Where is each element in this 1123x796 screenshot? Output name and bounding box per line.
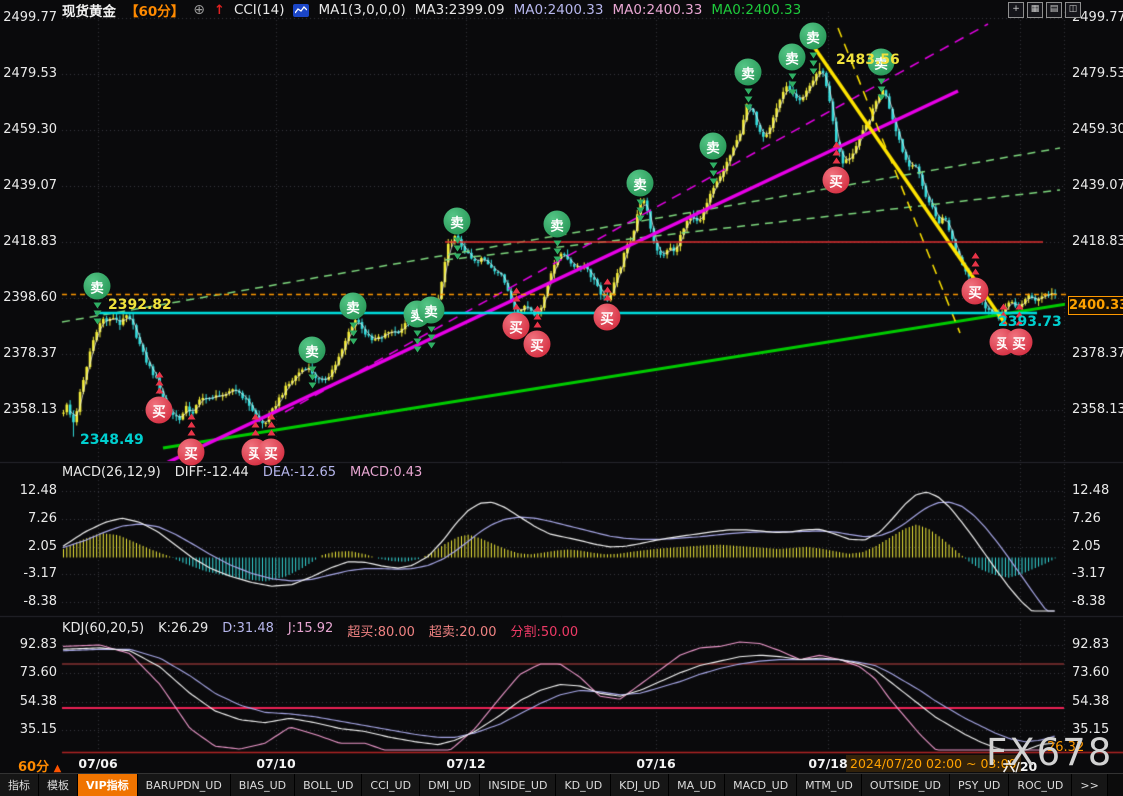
macd-title: MACD(26,12,9) bbox=[62, 465, 161, 480]
tab-BOLL_UD[interactable]: BOLL_UD bbox=[295, 774, 363, 796]
tab-INSIDE_UD[interactable]: INSIDE_UD bbox=[480, 774, 557, 796]
tab-DMI_UD[interactable]: DMI_UD bbox=[420, 774, 481, 796]
panel-rows-icon[interactable]: ▤ bbox=[1046, 2, 1062, 18]
watermark: FX678 bbox=[986, 731, 1114, 774]
panel-split-icon[interactable]: ◫ bbox=[1065, 2, 1081, 18]
tab-MA_UD[interactable]: MA_UD bbox=[669, 774, 726, 796]
chart-header: 现货黄金 【60分】 ⊕ ↑ CCI(14) MA1(3,0,0,0) MA3:… bbox=[0, 0, 1123, 20]
tab-BIAS_UD[interactable]: BIAS_UD bbox=[230, 774, 296, 796]
add-circle-icon[interactable]: ⊕ bbox=[193, 2, 206, 18]
chart-low-label: 2348.49 bbox=[80, 432, 144, 448]
time-tick: 07/06 bbox=[78, 756, 118, 771]
ma0-value-2: MA0:2400.33 bbox=[612, 2, 703, 18]
macd-diff-value: DIFF:-12.44 bbox=[174, 465, 249, 480]
indicator-name: CCI(14) bbox=[233, 2, 285, 18]
chart-type-icon[interactable] bbox=[293, 3, 310, 17]
tab-KDJ_UD[interactable]: KDJ_UD bbox=[611, 774, 670, 796]
symbol-name: 现货黄金 bbox=[62, 4, 116, 20]
kdj-overbought-label: 超买:80.00 bbox=[347, 625, 415, 640]
time-tick: 07/16 bbox=[636, 756, 676, 771]
tab-MACD_UD[interactable]: MACD_UD bbox=[725, 774, 798, 796]
tab-MTM_UD[interactable]: MTM_UD bbox=[797, 774, 862, 796]
tab-BARUPDN_UD[interactable]: BARUPDN_UD bbox=[137, 774, 231, 796]
window-tool-icons: + ▦ ▤ ◫ bbox=[1008, 2, 1081, 18]
kdj-j-value: J:15.92 bbox=[287, 621, 334, 636]
pan-crosshair-icon[interactable]: + bbox=[1008, 2, 1024, 18]
chart-high-label: 2483.56 bbox=[836, 52, 900, 68]
tab-OUTSIDE_UD[interactable]: OUTSIDE_UD bbox=[861, 774, 951, 796]
tab-more-button[interactable]: >> bbox=[1072, 774, 1108, 796]
resistance-price-label: 2392.82 bbox=[108, 297, 172, 313]
period-selector[interactable]: 【60分】 bbox=[125, 4, 185, 20]
ma0-value-1: MA0:2400.33 bbox=[513, 2, 604, 18]
time-tick: 07/12 bbox=[446, 756, 486, 771]
tab-指标[interactable]: 指标 bbox=[0, 774, 39, 796]
kdj-title: KDJ(60,20,5) bbox=[62, 621, 145, 636]
ma3-value: MA3:2399.09 bbox=[414, 2, 505, 18]
kdj-oversold-label: 超卖:20.00 bbox=[428, 625, 497, 640]
period-up-arrow-icon: ▲ bbox=[53, 763, 62, 774]
footer-period-label[interactable]: 60分 ▲ bbox=[18, 760, 62, 775]
panel-grid-icon[interactable]: ▦ bbox=[1027, 2, 1043, 18]
time-tick: 六/20 bbox=[1002, 759, 1038, 774]
tab-CCI_UD[interactable]: CCI_UD bbox=[362, 774, 421, 796]
recent-low-label: 2393.73 bbox=[998, 314, 1062, 330]
kdj-title-row: KDJ(60,20,5) K:26.29 D:31.48 J:15.92 超买:… bbox=[62, 621, 578, 640]
kdj-crosshair-value: 26.32 bbox=[1047, 740, 1085, 755]
current-time-label: 2024/07/20 02:00 ~ 03:00 bbox=[846, 755, 1021, 772]
current-price-box: 2400.33 bbox=[1068, 296, 1123, 315]
kdj-split-label: 分割:50.00 bbox=[510, 625, 579, 640]
tab-PSY_UD[interactable]: PSY_UD bbox=[950, 774, 1010, 796]
red-up-arrow-icon: ↑ bbox=[214, 2, 225, 18]
kdj-d-value: D:31.48 bbox=[222, 621, 274, 636]
indicator-tab-bar: 指标 模板 VIP指标 BARUPDN_UD BIAS_UD BOLL_UD CCI_UD D… bbox=[0, 773, 1123, 796]
tab-模板[interactable]: 模板 bbox=[39, 774, 78, 796]
ma0-value-3: MA0:2400.33 bbox=[711, 2, 802, 18]
kdj-k-value: K:26.29 bbox=[158, 621, 209, 636]
macd-title-row: MACD(26,12,9) DIFF:-12.44 DEA:-12.65 MAC… bbox=[62, 465, 422, 480]
tab-VIP指标[interactable]: VIP指标 bbox=[78, 774, 138, 796]
macd-value: MACD:0.43 bbox=[350, 465, 423, 480]
ma1-settings: MA1(3,0,0,0) bbox=[318, 2, 406, 18]
macd-dea-value: DEA:-12.65 bbox=[262, 465, 336, 480]
tab-KD_UD[interactable]: KD_UD bbox=[556, 774, 612, 796]
time-tick: 07/18 bbox=[808, 756, 848, 771]
time-tick: 07/10 bbox=[256, 756, 296, 771]
tab-ROC_UD[interactable]: ROC_UD bbox=[1009, 774, 1073, 796]
